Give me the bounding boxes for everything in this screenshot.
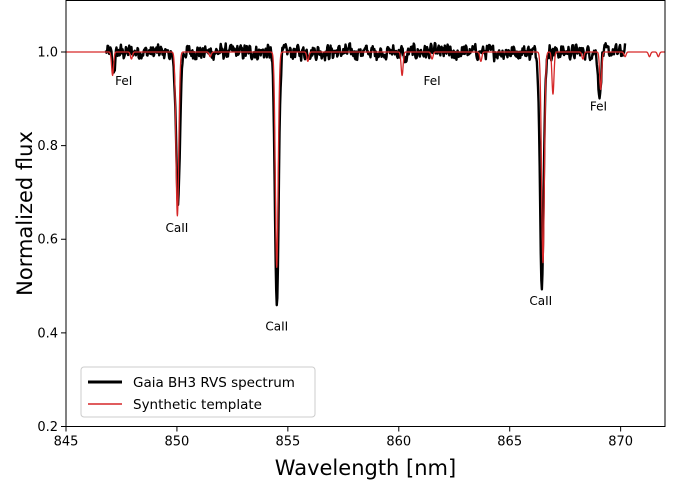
- series-layer: [65, 41, 666, 307]
- legend-label-template: Synthetic template: [133, 397, 262, 413]
- line-annotation: CaII: [166, 221, 189, 235]
- x-tick-label: 860: [386, 435, 411, 450]
- x-tick-label: 845: [54, 435, 79, 450]
- legend-box: [80, 366, 316, 418]
- y-axis-ticks: 0.2 0.4 0.6 0.8 1.0: [37, 45, 66, 435]
- series-template-line: [65, 51, 666, 268]
- y-tick-label: 0.8: [37, 139, 58, 154]
- x-tick-label: 850: [165, 435, 190, 450]
- y-tick-label: 0.4: [37, 326, 58, 341]
- line-annotation: FeI: [115, 74, 132, 88]
- y-axis-title: Normalized flux: [13, 131, 37, 296]
- line-annotation: FeI: [423, 74, 440, 88]
- x-tick-label: 865: [497, 435, 522, 450]
- line-annotation: CaII: [265, 320, 288, 334]
- y-tick-label: 0.2: [37, 420, 58, 435]
- legend-label-spectrum: Gaia BH3 RVS spectrum: [133, 375, 295, 391]
- x-axis-title: Wavelength [nm]: [275, 456, 456, 480]
- legend: Gaia BH3 RVS spectrum Synthetic template: [80, 366, 316, 418]
- y-tick-label: 1.0: [37, 45, 58, 60]
- x-tick-label: 870: [608, 435, 633, 450]
- line-annotation: CaII: [529, 294, 552, 308]
- plot-frame: [65, 0, 666, 427]
- x-tick-label: 855: [275, 435, 300, 450]
- series-spectrum-line: [104, 41, 627, 307]
- annotations: FeI CaII CaII FeI CaII FeI: [115, 74, 607, 334]
- y-tick-label: 0.6: [37, 233, 58, 248]
- x-axis-ticks: 845 850 855 860 865 870: [54, 426, 633, 450]
- line-annotation: FeI: [590, 100, 607, 114]
